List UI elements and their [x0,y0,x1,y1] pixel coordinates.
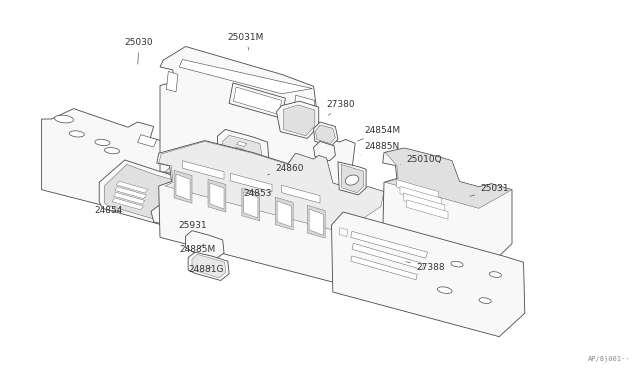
Polygon shape [339,228,348,237]
Polygon shape [115,187,147,199]
Text: 25031: 25031 [470,185,509,196]
Polygon shape [208,179,226,212]
Polygon shape [276,101,319,138]
Polygon shape [372,148,512,275]
Polygon shape [210,183,224,209]
Polygon shape [229,83,285,118]
Ellipse shape [104,148,120,154]
Polygon shape [138,135,157,147]
Polygon shape [406,200,448,219]
Polygon shape [400,186,442,206]
Text: 25010Q: 25010Q [401,155,442,165]
Text: 24853: 24853 [243,189,272,198]
Polygon shape [397,180,438,199]
Polygon shape [284,105,315,136]
Ellipse shape [54,115,74,123]
Polygon shape [159,141,384,232]
Polygon shape [338,162,366,195]
Text: 24885M: 24885M [179,244,216,254]
Polygon shape [282,185,320,203]
Ellipse shape [95,140,110,145]
Polygon shape [104,164,184,222]
Ellipse shape [345,175,359,185]
Polygon shape [160,171,325,217]
Polygon shape [42,109,232,231]
Polygon shape [198,170,208,176]
Polygon shape [200,164,210,170]
Polygon shape [176,174,190,200]
Text: 27388: 27388 [406,262,445,272]
Polygon shape [351,256,417,280]
Polygon shape [179,60,312,94]
Polygon shape [188,252,229,280]
Polygon shape [332,212,525,337]
Ellipse shape [451,261,463,267]
Polygon shape [385,148,512,208]
Polygon shape [403,193,445,212]
Polygon shape [166,71,178,92]
Polygon shape [112,198,143,210]
Polygon shape [294,95,315,112]
Polygon shape [157,141,384,285]
Polygon shape [173,166,200,179]
Text: 24860: 24860 [268,164,304,175]
Polygon shape [341,164,364,193]
Text: 25031M: 25031M [227,33,264,50]
Polygon shape [314,122,338,146]
Polygon shape [218,129,269,171]
Polygon shape [196,176,206,182]
Polygon shape [182,161,224,179]
Polygon shape [352,243,424,270]
Polygon shape [242,188,260,221]
Polygon shape [307,205,325,238]
Polygon shape [184,153,236,195]
Text: 24854M: 24854M [358,126,401,141]
Polygon shape [116,181,148,193]
Polygon shape [160,46,355,218]
Ellipse shape [489,272,502,278]
Polygon shape [223,135,262,167]
Text: 24854: 24854 [95,206,123,215]
Polygon shape [314,141,335,161]
Polygon shape [174,170,192,203]
Ellipse shape [69,131,84,137]
Polygon shape [186,231,224,259]
Polygon shape [192,254,226,278]
Polygon shape [230,173,272,192]
Polygon shape [237,141,247,147]
Polygon shape [351,231,428,258]
Polygon shape [316,125,335,144]
Text: 25931: 25931 [178,221,207,230]
Text: AP/8)001··: AP/8)001·· [588,355,630,362]
Polygon shape [309,209,323,235]
Text: 25030: 25030 [125,38,154,64]
Polygon shape [113,192,145,204]
Polygon shape [165,150,347,215]
Polygon shape [188,157,230,191]
Polygon shape [230,153,241,158]
Polygon shape [277,201,291,227]
Polygon shape [244,192,258,218]
Polygon shape [99,160,189,226]
Text: 24885N: 24885N [361,142,400,155]
Text: 27380: 27380 [326,100,355,115]
Polygon shape [151,205,178,226]
Polygon shape [182,161,192,167]
Ellipse shape [479,298,492,304]
Polygon shape [234,87,282,115]
Polygon shape [234,147,244,153]
Text: 24881G: 24881G [189,265,224,274]
Polygon shape [275,197,293,230]
Ellipse shape [438,287,452,294]
